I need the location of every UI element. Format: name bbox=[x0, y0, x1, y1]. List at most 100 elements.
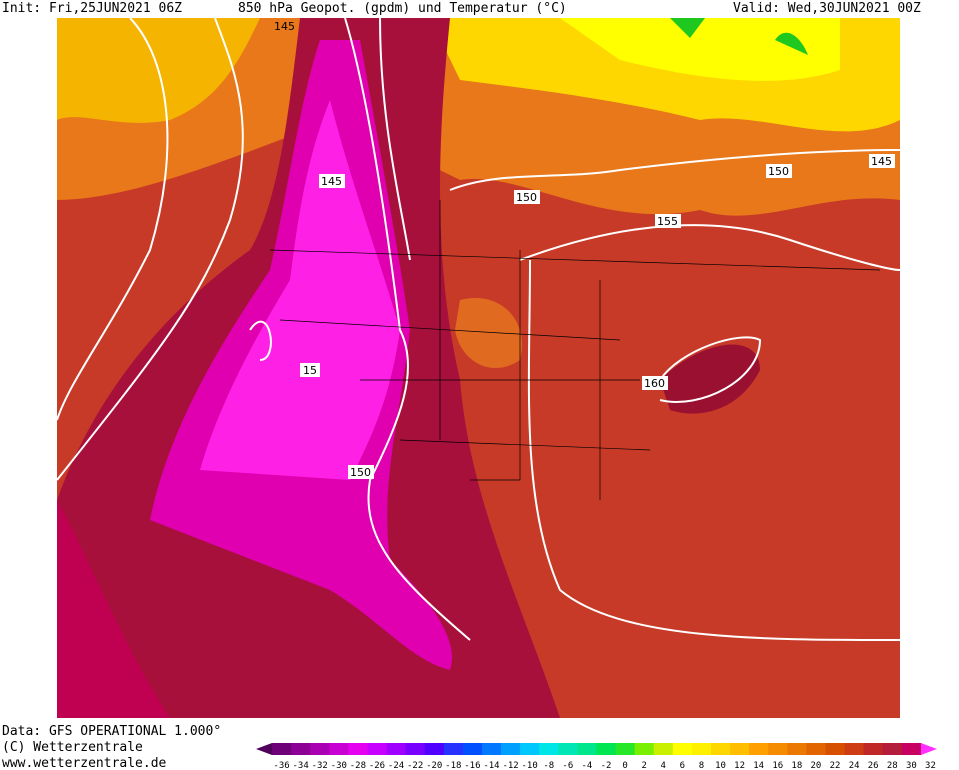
colorbar-label: -18 bbox=[445, 761, 461, 770]
colorbar-swatch bbox=[882, 743, 903, 755]
colorbar-swatch bbox=[405, 743, 426, 755]
colorbar-label: 2 bbox=[641, 761, 646, 770]
colorbar-swatch bbox=[577, 743, 597, 755]
colorbar-label: 8 bbox=[699, 761, 704, 770]
contour-label: 145 bbox=[274, 20, 295, 33]
colorbar-swatch bbox=[787, 743, 807, 755]
colorbar-label: -8 bbox=[543, 761, 554, 770]
cool-region bbox=[670, 18, 705, 38]
colorbar-swatch bbox=[672, 743, 693, 755]
colorbar-swatch bbox=[539, 743, 559, 755]
colorbar-swatch bbox=[806, 743, 826, 755]
colorbar-label: -36 bbox=[273, 761, 289, 770]
extreme-region bbox=[200, 100, 400, 480]
colorbar-label: -6 bbox=[562, 761, 573, 770]
colorbar-label: 12 bbox=[734, 761, 745, 770]
colorbar-label: -4 bbox=[581, 761, 592, 770]
colorbar-swatch bbox=[501, 743, 521, 755]
colorbar-swatch bbox=[653, 743, 674, 755]
contour-label: 15 bbox=[303, 364, 317, 377]
colorbar-swatch bbox=[367, 743, 388, 755]
init-label: Init: Fri,25JUN2021 06Z bbox=[2, 1, 182, 16]
colorbar-swatch bbox=[424, 743, 445, 755]
colorbar-label: -10 bbox=[522, 761, 538, 770]
colorbar-swatch bbox=[844, 743, 865, 755]
colorbar-arrow bbox=[920, 743, 937, 755]
colorbar-label: 16 bbox=[772, 761, 783, 770]
hot-region bbox=[660, 344, 760, 414]
colorbar-swatch bbox=[462, 743, 483, 755]
colorbar-label: 4 bbox=[661, 761, 666, 770]
data-source: Data: GFS OPERATIONAL 1.000° bbox=[2, 724, 221, 739]
colorbar-label: 6 bbox=[680, 761, 685, 770]
colorbar-label: 20 bbox=[811, 761, 822, 770]
contour-label: 145 bbox=[321, 175, 342, 188]
colorbar-label: 18 bbox=[791, 761, 802, 770]
hot-region bbox=[57, 500, 170, 718]
website: www.wetterzentrale.de bbox=[2, 756, 167, 770]
colorbar-swatch bbox=[863, 743, 884, 755]
colorbar-label: 14 bbox=[753, 761, 764, 770]
contour-label: 150 bbox=[350, 466, 371, 479]
valid-label: Valid: Wed,30JUN2021 00Z bbox=[733, 1, 921, 16]
colorbar-swatch bbox=[272, 743, 292, 755]
colorbar-label: -2 bbox=[601, 761, 612, 770]
colorbar-label: -32 bbox=[312, 761, 328, 770]
colorbar-swatch bbox=[749, 743, 769, 755]
colorbar-swatch bbox=[329, 743, 349, 755]
colorbar-label: 10 bbox=[715, 761, 726, 770]
colorbar-swatch bbox=[386, 743, 407, 755]
colorbar-label: 0 bbox=[622, 761, 627, 770]
contour-labels: 145 150 155 150 145 160 15 150 bbox=[300, 154, 895, 479]
colorbar-label: 24 bbox=[849, 761, 860, 770]
copyright: (C) Wetterzentrale bbox=[2, 740, 143, 755]
colorbar-label: -20 bbox=[426, 761, 442, 770]
colorbar-swatch bbox=[901, 743, 922, 755]
colorbar-swatch bbox=[596, 743, 617, 755]
colorbar-label: 32 bbox=[925, 761, 936, 770]
contour-label: 150 bbox=[768, 165, 789, 178]
colorbar-swatch bbox=[348, 743, 368, 755]
colorbar-swatch bbox=[615, 743, 636, 755]
yellow-region bbox=[560, 18, 840, 81]
colorbar-label: -14 bbox=[483, 761, 499, 770]
map bbox=[56, 17, 901, 718]
colorbar-label: 30 bbox=[906, 761, 917, 770]
colorbar-swatch bbox=[710, 743, 731, 755]
colorbar-label: -26 bbox=[369, 761, 385, 770]
colorbar-label: -24 bbox=[388, 761, 404, 770]
colorbar: 145-36 -34 -32 -30 -28 -26 -24 -22 -20 -18 -16 -14-… bbox=[256, 20, 937, 770]
colorbar-swatch bbox=[558, 743, 578, 755]
warm-region bbox=[455, 298, 522, 369]
colorbar-label: -30 bbox=[331, 761, 347, 770]
colorbar-swatch bbox=[291, 743, 311, 755]
colorbar-swatch bbox=[768, 743, 788, 755]
colorbar-swatch bbox=[691, 743, 712, 755]
colorbar-swatch bbox=[825, 743, 846, 755]
contour-label: 155 bbox=[657, 215, 678, 228]
colorbar-label: 22 bbox=[830, 761, 841, 770]
colorbar-label: -16 bbox=[464, 761, 480, 770]
colorbar-swatch bbox=[481, 743, 502, 755]
colorbar-swatch bbox=[310, 743, 330, 755]
contour-label: 150 bbox=[516, 191, 537, 204]
map-title: 850 hPa Geopot. (gpdm) und Temperatur (°… bbox=[238, 1, 567, 16]
contour-label: 145 bbox=[871, 155, 892, 168]
colorbar-swatch bbox=[634, 743, 655, 755]
colorbar-arrow bbox=[256, 743, 272, 755]
colorbar-label: -34 bbox=[292, 761, 308, 770]
colorbar-label: 28 bbox=[887, 761, 898, 770]
colorbar-swatch bbox=[730, 743, 750, 755]
colorbar-label: -28 bbox=[350, 761, 366, 770]
cool-region bbox=[775, 32, 808, 55]
contour-label: 160 bbox=[644, 377, 665, 390]
geopotential-contours bbox=[56, 17, 901, 641]
colorbar-swatch bbox=[443, 743, 464, 755]
colorbar-label: -12 bbox=[502, 761, 518, 770]
colorbar-label: -22 bbox=[407, 761, 423, 770]
colorbar-label: 26 bbox=[868, 761, 879, 770]
boundaries bbox=[269, 200, 881, 500]
colorbar-swatch bbox=[520, 743, 540, 755]
